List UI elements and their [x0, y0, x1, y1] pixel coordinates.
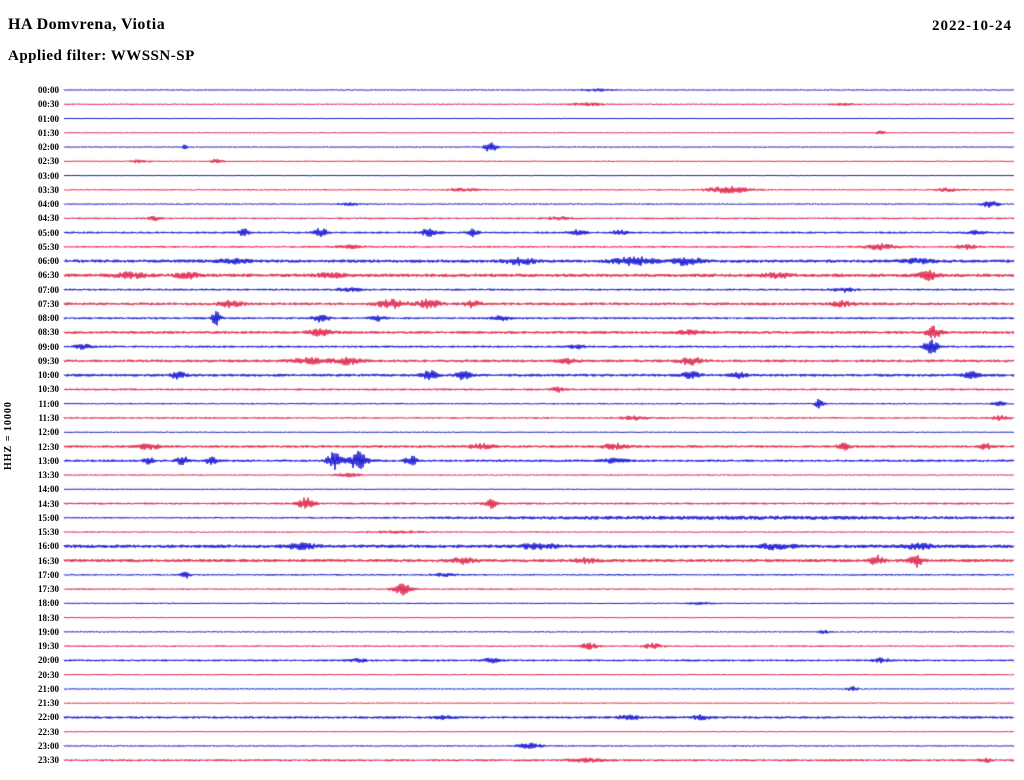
time-label: 04:30: [38, 213, 59, 224]
time-label: 20:30: [38, 669, 59, 680]
time-label: 12:00: [38, 427, 59, 438]
time-label: 19:30: [38, 641, 59, 652]
time-label: 22:00: [38, 712, 59, 723]
time-label: 18:30: [38, 612, 59, 623]
time-label: 16:30: [38, 555, 59, 566]
time-label: 00:30: [38, 99, 59, 110]
time-label: 00:00: [38, 85, 59, 95]
time-label: 23:00: [38, 740, 59, 751]
time-label: 08:00: [38, 313, 59, 324]
time-label: 13:00: [38, 455, 59, 466]
time-label: 02:30: [38, 156, 59, 167]
time-label: 14:30: [38, 498, 59, 509]
time-label: 03:00: [38, 170, 59, 181]
time-label: 19:00: [38, 626, 59, 637]
time-label: 01:00: [38, 113, 59, 124]
time-label: 13:30: [38, 470, 59, 481]
time-label: 22:30: [38, 726, 59, 737]
time-label: 05:30: [38, 241, 59, 252]
time-label: 09:30: [38, 355, 59, 366]
time-label: 21:00: [38, 683, 59, 694]
time-label: 17:30: [38, 584, 59, 595]
time-label: 10:30: [38, 384, 59, 395]
time-label: 01:30: [38, 127, 59, 138]
time-label: 06:00: [38, 256, 59, 267]
time-label: 11:00: [38, 398, 59, 409]
time-label: 11:30: [38, 412, 59, 423]
time-label: 17:00: [38, 569, 59, 580]
time-label: 18:00: [38, 598, 59, 609]
time-label: 20:00: [38, 655, 59, 666]
time-label: 15:00: [38, 512, 59, 523]
time-label: 02:00: [38, 142, 59, 153]
time-label: 10:00: [38, 370, 59, 381]
time-label: 15:30: [38, 527, 59, 538]
time-label: 14:00: [38, 484, 59, 495]
time-label: 08:30: [38, 327, 59, 338]
time-label: 09:00: [38, 341, 59, 352]
time-label: 21:30: [38, 698, 59, 709]
time-label: 03:30: [38, 184, 59, 195]
time-label: 16:00: [38, 541, 59, 552]
time-label: 04:00: [38, 199, 59, 210]
time-label: 23:30: [38, 755, 59, 766]
time-label: 12:30: [38, 441, 59, 452]
time-label: 06:30: [38, 270, 59, 281]
time-label: 07:30: [38, 298, 59, 309]
time-label: 05:00: [38, 227, 59, 238]
time-label: 07:00: [38, 284, 59, 295]
